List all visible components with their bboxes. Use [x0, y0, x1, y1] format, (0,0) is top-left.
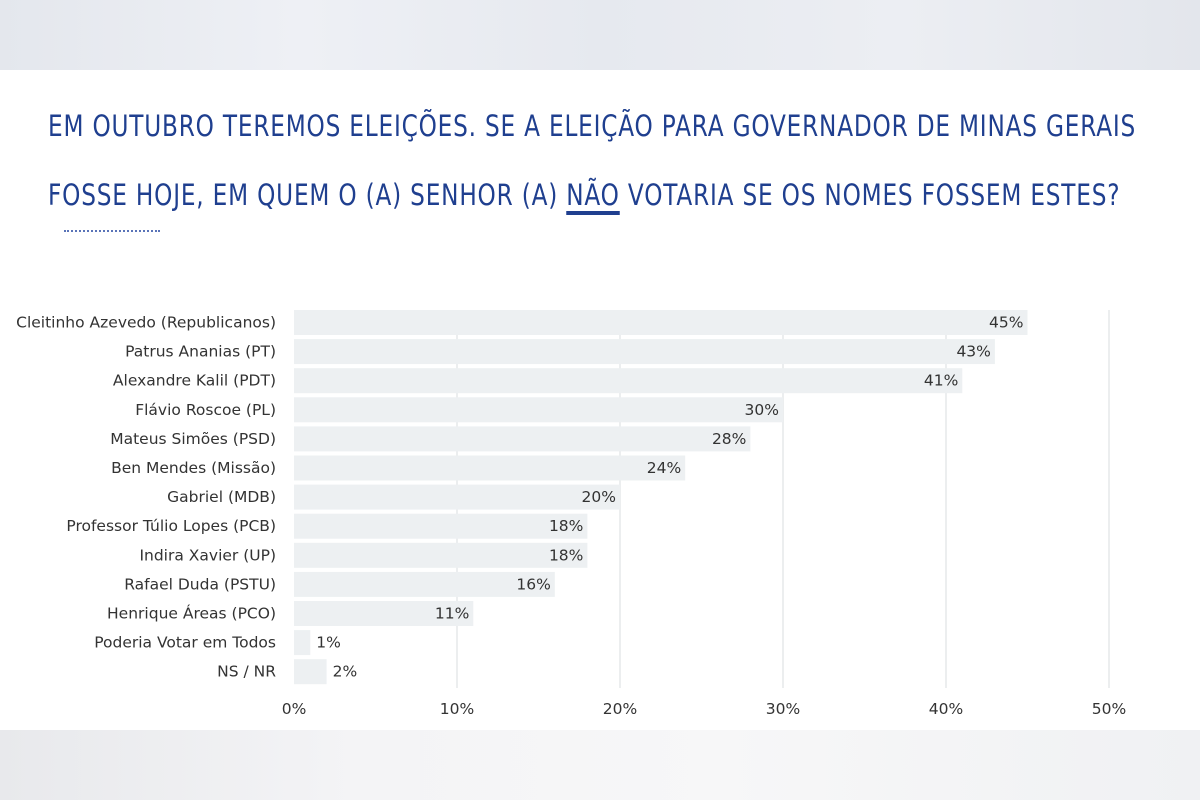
- category-label-6: Gabriel (MDB): [167, 488, 276, 506]
- value-label-1: 43%: [956, 343, 990, 361]
- bar-0: [294, 310, 1028, 335]
- title-line-2: FOSSE HOJE, EM QUEM O (A) SENHOR (A) NÃO…: [48, 161, 1120, 230]
- value-label-7: 18%: [549, 517, 583, 535]
- value-label-0: 45%: [989, 314, 1023, 332]
- chart-title: EM OUTUBRO TEREMOS ELEIÇÕES. SE A ELEIÇÃ…: [48, 92, 1137, 230]
- bar-9: [294, 571, 555, 597]
- category-label-8: Indira Xavier (UP): [139, 546, 276, 564]
- category-label-0: Cleitinho Azevedo (Republicanos): [16, 314, 276, 332]
- category-label-10: Henrique Áreas (PCO): [107, 604, 276, 623]
- title-line-2-end: VOTARIA SE OS NOMES FOSSEM ESTES?: [619, 178, 1121, 212]
- bar-3: [294, 397, 783, 423]
- bar-chart: Cleitinho Azevedo (Republicanos) 45% Patru…: [16, 310, 1126, 718]
- category-label-9: Rafael Duda (PSTU): [124, 575, 276, 593]
- x-tick-label-40: 40%: [929, 700, 963, 718]
- category-label-5: Ben Mendes (Missão): [111, 459, 276, 477]
- bottom-background-strip: [0, 730, 1200, 800]
- value-label-5: 24%: [647, 459, 681, 477]
- value-label-12: 2%: [333, 663, 358, 681]
- category-label-11: Poderia Votar em Todos: [94, 634, 276, 652]
- category-label-1: Patrus Ananias (PT): [125, 343, 276, 361]
- value-label-2: 41%: [924, 372, 958, 390]
- category-label-2: Alexandre Kalil (PDT): [113, 372, 276, 390]
- category-label-12: NS / NR: [217, 663, 276, 681]
- x-tick-label-10: 10%: [440, 700, 474, 718]
- bar-11: [294, 630, 311, 656]
- value-label-6: 20%: [582, 488, 616, 506]
- bar-12: [294, 659, 327, 685]
- x-tick-label-30: 30%: [766, 700, 800, 718]
- top-background-strip: [0, 0, 1200, 70]
- category-label-7: Professor Túlio Lopes (PCB): [66, 517, 276, 535]
- bar-5: [294, 455, 686, 481]
- dotted-separator: [64, 230, 160, 232]
- bar-10: [294, 601, 474, 626]
- bar-1: [294, 339, 995, 365]
- title-line-1: EM OUTUBRO TEREMOS ELEIÇÕES. SE A ELEIÇÃ…: [48, 109, 1137, 143]
- bar-2: [294, 368, 963, 394]
- x-tick-label-0: 0%: [282, 700, 307, 718]
- value-label-4: 28%: [712, 430, 746, 448]
- value-label-10: 11%: [435, 605, 469, 623]
- bar-4: [294, 426, 751, 452]
- x-tick-label-20: 20%: [603, 700, 637, 718]
- title-line-2-start: FOSSE HOJE, EM QUEM O (A) SENHOR (A): [48, 178, 567, 212]
- category-label-3: Flávio Roscoe (PL): [135, 401, 276, 419]
- value-label-3: 30%: [745, 401, 779, 419]
- title-emphasis-nao: NÃO: [566, 178, 620, 212]
- value-label-9: 16%: [516, 575, 550, 593]
- bar-7: [294, 513, 588, 539]
- bar-6: [294, 484, 620, 510]
- value-label-8: 18%: [549, 546, 583, 564]
- value-label-11: 1%: [316, 634, 341, 652]
- category-label-4: Mateus Simões (PSD): [110, 430, 276, 448]
- x-tick-label-50: 50%: [1092, 700, 1126, 718]
- bar-8: [294, 542, 588, 568]
